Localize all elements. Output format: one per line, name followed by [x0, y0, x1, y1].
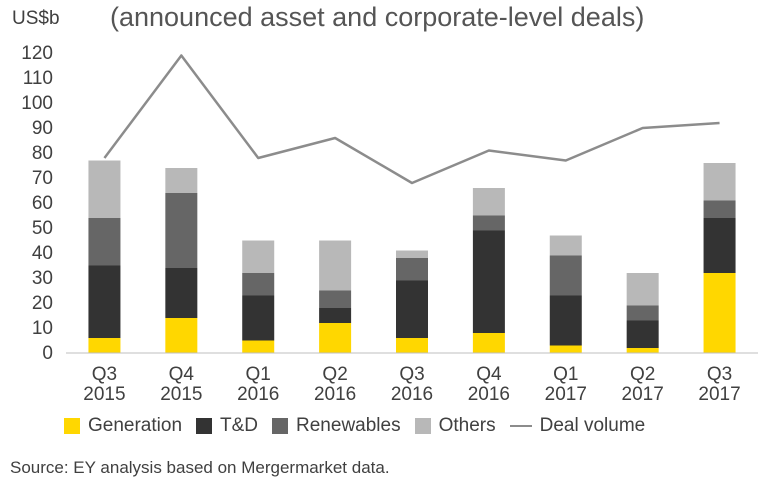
legend-swatch-renewables: [272, 418, 289, 434]
y-tick-label: 20: [32, 293, 53, 314]
legend-swatch-td: [196, 418, 213, 434]
bar-t-d: [396, 280, 428, 338]
bar-t-d: [88, 265, 121, 338]
bar-renewables: [626, 305, 659, 321]
bar-t-d: [165, 268, 198, 318]
x-tick-label: Q2 2016: [314, 364, 356, 405]
bar-renewables: [396, 258, 428, 281]
legend-item-generation: Generation: [64, 415, 182, 437]
y-tick-label: 110: [23, 68, 53, 89]
bar-renewables: [165, 193, 198, 268]
legend-label-renewables: Renewables: [296, 415, 401, 436]
y-tick-label: 30: [32, 268, 53, 289]
y-tick-label: 70: [32, 168, 53, 189]
x-tick-label: Q3 2015: [83, 364, 125, 405]
bar-t-d: [626, 320, 659, 348]
bar-others: [165, 168, 198, 193]
bar-t-d: [549, 295, 582, 346]
y-tick-label: 80: [32, 143, 53, 164]
legend-label-generation: Generation: [88, 415, 183, 436]
x-tick-label: Q4 2016: [468, 364, 510, 405]
legend-label-deal-volume: Deal volume: [539, 415, 646, 436]
y-tick-label: 40: [32, 243, 53, 264]
bar-others: [549, 235, 582, 256]
bar-generation: [319, 323, 352, 353]
x-tick-label: Q1 2016: [237, 364, 279, 405]
bar-t-d: [472, 230, 505, 333]
bar-generation: [242, 340, 275, 353]
bar-generation: [703, 273, 736, 353]
legend-line-deal-volume: [509, 425, 532, 427]
bar-generation: [626, 348, 659, 353]
bar-renewables: [88, 218, 121, 266]
x-tick-label: Q3 2016: [391, 364, 433, 405]
bar-generation: [472, 333, 505, 353]
bar-others: [88, 160, 121, 218]
y-tick-label: 90: [32, 118, 53, 139]
bar-others: [319, 240, 352, 291]
bar-renewables: [549, 255, 582, 296]
bar-generation: [88, 338, 121, 353]
legend-label-td: T&D: [220, 415, 259, 436]
bar-others: [626, 273, 659, 306]
bar-generation: [396, 338, 428, 353]
bar-others: [703, 163, 736, 201]
bar-renewables: [242, 273, 275, 296]
legend-item-others: Others: [414, 415, 496, 437]
x-tick-label: Q4 2015: [160, 364, 202, 405]
bar-t-d: [703, 218, 736, 273]
bar-t-d: [319, 308, 352, 323]
deal-volume-line: [103, 54, 720, 185]
legend-swatch-others: [414, 418, 431, 434]
legend-item-renewables: Renewables: [272, 415, 401, 437]
bar-renewables: [319, 290, 352, 308]
bar-t-d: [242, 295, 275, 341]
bar-generation: [165, 318, 198, 353]
bar-renewables: [703, 200, 736, 218]
x-tick-label: Q1 2017: [545, 364, 587, 405]
y-tick-label: 50: [32, 218, 53, 239]
legend-label-others: Others: [438, 415, 496, 436]
chart-title: (announced asset and corporate-level dea…: [110, 2, 645, 32]
legend-item-deal-volume: Deal volume: [509, 415, 646, 437]
y-tick-label: 10: [32, 318, 53, 339]
bar-generation: [549, 345, 582, 353]
legend-swatch-generation: [64, 418, 80, 434]
source-note: Source: EY analysis based on Mergermarke…: [10, 458, 390, 477]
bar-renewables: [472, 215, 505, 231]
y-tick-label: 60: [32, 193, 53, 214]
legend-item-td: T&D: [196, 415, 258, 437]
x-tick-label: Q3 2017: [698, 364, 740, 405]
bar-others: [396, 250, 428, 258]
bar-others: [472, 188, 505, 216]
y-axis-unit-label: US$b: [12, 8, 60, 29]
bar-others: [242, 240, 275, 273]
x-tick-label: Q2 2017: [622, 364, 664, 405]
y-tick-label: 100: [21, 93, 53, 114]
y-tick-label: 0: [42, 343, 53, 364]
chart-legend: Generation T&D Renewables Others Deal vo…: [64, 412, 659, 440]
y-tick-label: 120: [21, 43, 53, 64]
